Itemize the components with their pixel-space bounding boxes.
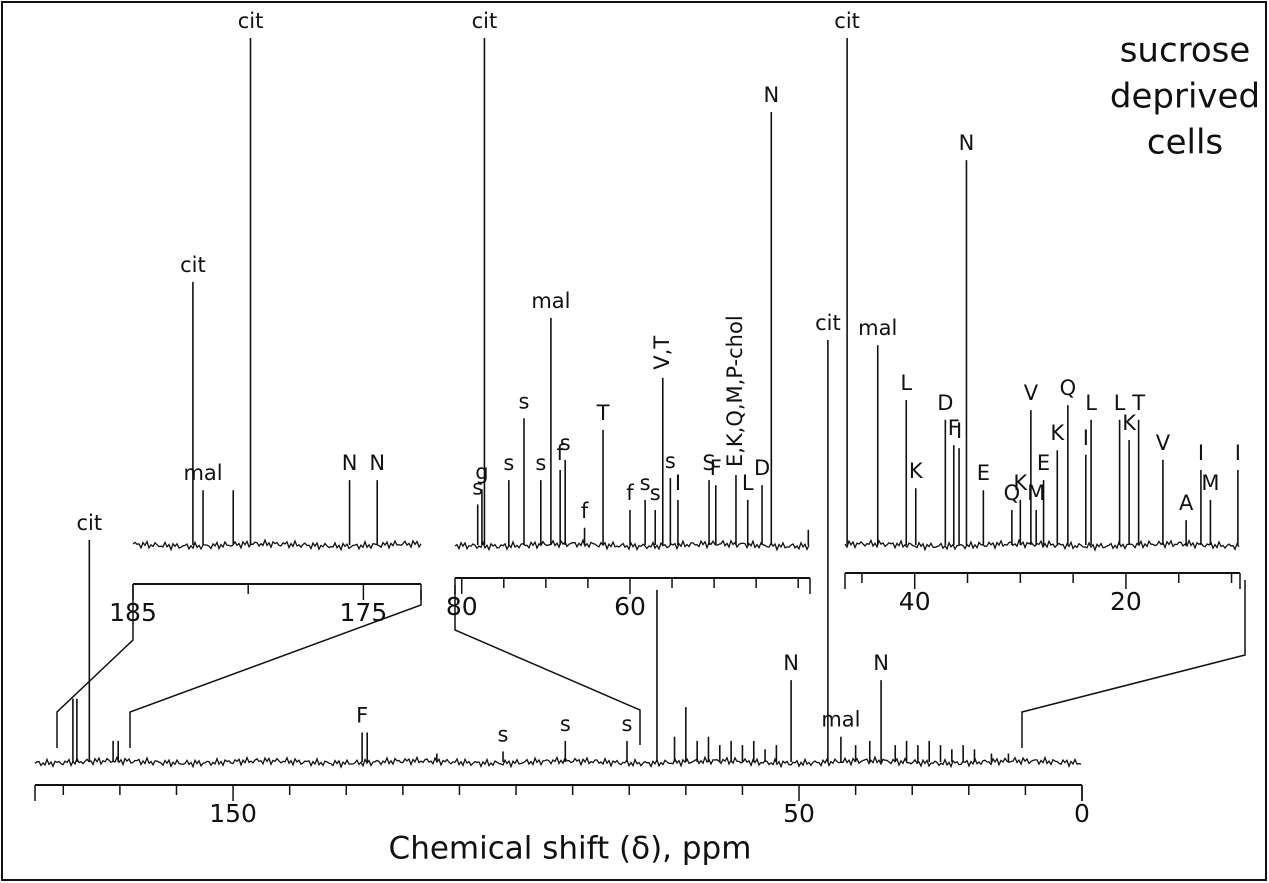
peak-label: mal xyxy=(821,708,860,732)
peak-label: f xyxy=(556,441,564,465)
peak-label: cit xyxy=(472,9,498,33)
peak-label: g xyxy=(475,460,488,484)
peak-label: F xyxy=(710,456,722,480)
peak-label: T xyxy=(1131,391,1145,415)
peak-label: s xyxy=(640,471,651,495)
peak-label: D xyxy=(937,391,953,415)
peak-label: Q xyxy=(1004,481,1021,505)
peak-label: I xyxy=(1235,441,1241,465)
peak-label: K xyxy=(1013,471,1028,495)
title-line: sucrose xyxy=(1120,31,1251,71)
peak-label: f xyxy=(581,499,589,523)
x-tick-label: 150 xyxy=(209,799,257,828)
peak-label: cit xyxy=(238,9,264,33)
peak-label: K xyxy=(1050,421,1065,445)
connector xyxy=(454,585,641,745)
x-tick-label: 50 xyxy=(783,799,815,828)
peak-label: I xyxy=(675,471,681,495)
peak-label: Q xyxy=(1060,376,1077,400)
peak-label: s xyxy=(472,475,483,499)
zoom-connectors xyxy=(56,580,1246,748)
peak-label: I xyxy=(1198,441,1204,465)
peak-label: E xyxy=(977,461,990,485)
peak-label: D xyxy=(754,456,770,480)
baseline-noise xyxy=(34,755,1082,769)
peak-label: s xyxy=(560,431,571,455)
x-tick-label: 20 xyxy=(1110,587,1142,616)
peak-label: N xyxy=(763,83,779,107)
peak-label: f xyxy=(626,481,634,505)
peak-label: L xyxy=(900,371,912,395)
connector xyxy=(56,600,134,748)
peak-label: cit xyxy=(834,9,860,33)
peak-label: V xyxy=(1156,431,1171,455)
peak-label: N xyxy=(369,451,385,475)
peak-label: cit xyxy=(77,511,103,535)
peak-label: cit xyxy=(815,311,841,335)
peak-label: N xyxy=(959,131,975,155)
peak-label: K xyxy=(1122,411,1137,435)
peak-label: s xyxy=(560,712,571,736)
peak-label: I xyxy=(956,419,962,443)
x-tick-label: 60 xyxy=(614,592,646,621)
peak-label: E xyxy=(1037,451,1050,475)
peak-label: K xyxy=(909,459,924,483)
peak-label: N xyxy=(783,651,799,675)
peak-label: N xyxy=(873,651,889,675)
peak-label: E,K,Q,M,P-chol xyxy=(723,315,747,467)
peak-label: mal xyxy=(531,289,570,313)
x-tick-label: 80 xyxy=(446,592,478,621)
x-tick-label: 175 xyxy=(340,598,388,627)
peak-label: M xyxy=(1201,471,1219,495)
peak-label: L xyxy=(1114,391,1126,415)
peak-label: I xyxy=(1083,426,1089,450)
x-axis-label: Chemical shift (δ), ppm xyxy=(389,831,752,867)
peak-label: V xyxy=(1024,381,1039,405)
x-tick-label: 0 xyxy=(1074,799,1090,828)
peak-label: mal xyxy=(858,316,897,340)
peak-label: S xyxy=(702,451,715,475)
x-tick-label: 185 xyxy=(109,598,157,627)
baseline-noise xyxy=(132,538,422,552)
peak-label: N xyxy=(342,451,358,475)
peak-label: F xyxy=(948,416,960,440)
peak-label: mal xyxy=(183,461,222,485)
peak-label: L xyxy=(1085,391,1097,415)
x-tick-label: 40 xyxy=(899,587,931,616)
title-line: deprived xyxy=(1110,77,1260,117)
title-line: cells xyxy=(1147,123,1223,163)
peak-label: s xyxy=(498,722,509,746)
peak-label: s xyxy=(622,712,633,736)
peak-label: s xyxy=(535,451,546,475)
peak-label: V,T xyxy=(650,336,674,370)
peak-label: s xyxy=(650,481,661,505)
baseline-noise xyxy=(454,538,810,552)
peak-label: s xyxy=(503,451,514,475)
peak-label: s xyxy=(519,389,530,413)
peak-label: s xyxy=(665,449,676,473)
peak-label: F xyxy=(356,703,368,727)
peak-label: A xyxy=(1179,491,1194,515)
peak-label: M xyxy=(1027,481,1045,505)
peak-label: T xyxy=(596,401,610,425)
baseline-noise xyxy=(844,538,1240,552)
peak-label: L xyxy=(742,471,754,495)
connector xyxy=(1021,580,1246,748)
peak-label: cit xyxy=(180,253,206,277)
